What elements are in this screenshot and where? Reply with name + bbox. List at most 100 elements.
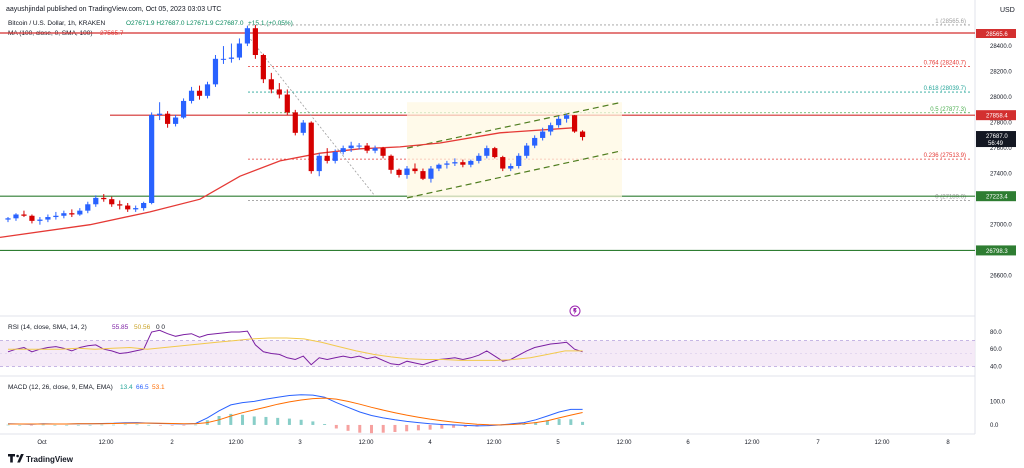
- macd-histogram-bar: [194, 424, 198, 426]
- macd-histogram-bar: [229, 413, 233, 425]
- fib-label: 0 (27189.0): [935, 195, 966, 201]
- candle-body: [579, 131, 586, 138]
- candle-body: [5, 218, 11, 220]
- macd-label: MACD (12, 26, close, 9, EMA, EMA): [8, 384, 113, 391]
- candle-body: [468, 160, 474, 165]
- macd-histogram-bar: [100, 424, 104, 426]
- macd-histogram-bar: [182, 424, 186, 426]
- time-tick: 8: [946, 440, 950, 446]
- time-axis: Oct 12:00 2 12:00 3 12:00 4 12:00 5 12:00 6 12:00 7 1…: [37, 440, 950, 446]
- price-tick: 27400.0: [990, 172, 1012, 178]
- candle-body: [436, 164, 442, 169]
- candle-body: [45, 217, 51, 220]
- rsi-tick: 80.0: [990, 330, 1002, 336]
- rsi-label: RSI (14, close, SMA, 14, 2): [8, 324, 87, 331]
- last-price-tag: [976, 131, 1016, 148]
- candle-body: [228, 57, 235, 59]
- candle-body: [356, 145, 362, 147]
- candle-body: [492, 148, 498, 158]
- candle-body: [372, 148, 378, 151]
- candle-body: [260, 55, 266, 80]
- time-tick: 12:00: [358, 440, 374, 446]
- channel-area: [407, 102, 622, 198]
- candle-body: [180, 100, 187, 118]
- level-price-tag-label: 26798.3: [986, 249, 1008, 255]
- level-price-tag-label: 27223.4: [986, 195, 1008, 201]
- macd-hist-value: 13.4: [120, 384, 133, 391]
- candle-body: [420, 171, 426, 179]
- symbol-line: Bitcoin / U.S. Dollar, 1h, KRAKEN: [8, 20, 105, 27]
- macd-histogram-bar: [557, 419, 561, 425]
- candle-body: [556, 118, 562, 126]
- candle-body: [212, 58, 219, 85]
- price-tick: 27600.0: [990, 146, 1012, 152]
- publisher-text: aayushjindal published on TradingView.co…: [6, 6, 221, 13]
- event-flag-icon[interactable]: [569, 305, 581, 317]
- candle-body: [460, 162, 466, 165]
- currency-label: USD: [1000, 7, 1015, 14]
- candle-body: [564, 115, 570, 119]
- level-price-tag: [976, 245, 1016, 256]
- candle-body: [141, 203, 147, 209]
- macd-histogram-bar: [135, 424, 139, 426]
- price-change: +15.1 (+0.05%): [248, 20, 293, 27]
- candle-body: [516, 155, 522, 166]
- time-tick: 6: [686, 440, 690, 446]
- candle-body: [37, 219, 43, 221]
- candle-body: [109, 199, 115, 205]
- macd-histogram-bar: [147, 424, 151, 426]
- candle-body: [476, 155, 482, 161]
- macd-histogram-bar: [158, 424, 162, 426]
- top-price-tag-label: 28565.6: [986, 32, 1008, 38]
- rsi-value: 55.85: [112, 324, 129, 331]
- time-tick: 2: [170, 440, 174, 446]
- price-tick: 27000.0: [990, 223, 1012, 229]
- macd-histogram-bar: [112, 424, 116, 426]
- macd-histogram-bar: [170, 424, 174, 426]
- macd-histogram-bar: [6, 424, 10, 426]
- fib-label: 0.236 (27513.9): [924, 153, 966, 159]
- time-tick: 7: [816, 440, 820, 446]
- channel-upper: [406, 101, 623, 149]
- macd-histogram-bar: [276, 417, 280, 425]
- macd-histogram-bar: [522, 423, 526, 425]
- macd-histogram-bar: [534, 422, 538, 425]
- countdown-label: 56:49: [988, 141, 1004, 147]
- candle-body: [157, 113, 163, 115]
- macd-histogram-bar: [287, 418, 291, 425]
- candle-body: [324, 155, 330, 161]
- fib-label: 1 (28565.6): [935, 19, 966, 25]
- candle-body: [292, 112, 298, 133]
- candle-body: [61, 213, 67, 216]
- macd-histogram-bar: [358, 424, 362, 433]
- rsi-band: [0, 340, 975, 367]
- ma-line: [0, 127, 576, 239]
- candle-body: [484, 148, 490, 156]
- rsi-tick: 40.0: [990, 364, 1002, 370]
- macd-histogram-bar: [581, 421, 585, 425]
- candle-body: [412, 168, 418, 172]
- candle-body: [316, 155, 322, 172]
- candle-body: [380, 148, 386, 156]
- candle-body: [85, 204, 91, 211]
- macd-histogram-bar: [545, 420, 549, 425]
- macd-histogram-bar: [299, 419, 303, 425]
- macd-histogram-bar: [41, 424, 45, 426]
- candle-body: [540, 131, 546, 138]
- level-price-tag: [976, 110, 1016, 121]
- candle-body: [268, 79, 274, 90]
- macd-histogram-bar: [76, 424, 80, 426]
- price-tick: 28200.0: [990, 70, 1012, 76]
- price-tick: 26600.0: [990, 274, 1012, 280]
- price-tick: 28000.0: [990, 95, 1012, 101]
- time-tick: 12:00: [744, 440, 760, 446]
- rsi-extra: 0 0: [156, 324, 165, 331]
- time-tick: 12:00: [874, 440, 890, 446]
- candle-body: [364, 145, 370, 151]
- macd-histogram-bar: [217, 416, 221, 425]
- rsi-tick: 60.0: [990, 347, 1002, 353]
- last-price-label: 27687.0: [986, 134, 1008, 140]
- candle-body: [332, 151, 338, 161]
- macd-histogram-bar: [29, 424, 33, 426]
